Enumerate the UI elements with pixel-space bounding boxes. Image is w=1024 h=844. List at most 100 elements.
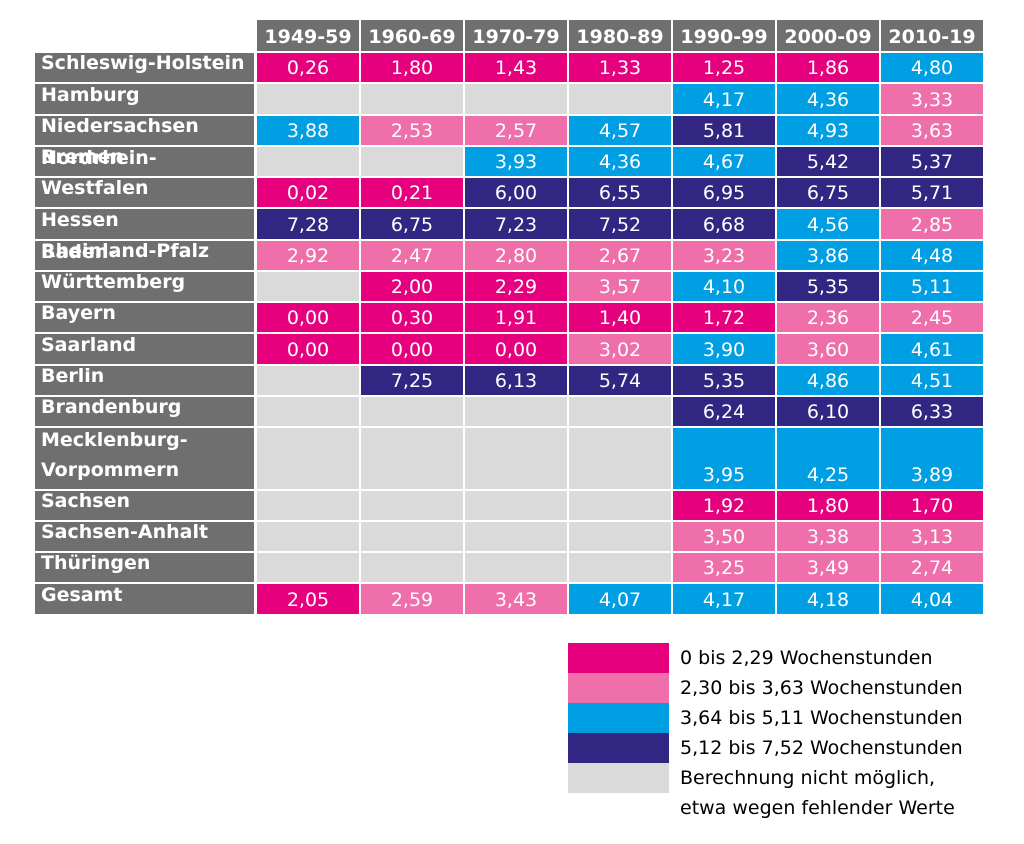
heatmap-cell <box>569 490 671 520</box>
row-label-text: Rheinland-Pfalz <box>41 239 210 262</box>
heatmap-cell: 3,13 <box>881 521 983 551</box>
heatmap-cell: 3,86 <box>777 240 879 270</box>
heatmap-cell: 1,70 <box>881 490 983 520</box>
heatmap-cell <box>257 553 359 583</box>
heatmap-cell: 2,05 <box>257 584 359 614</box>
heatmap-cell: 4,17 <box>673 84 775 114</box>
heatmap-cell <box>569 521 671 551</box>
heatmap-cell: 1,40 <box>569 303 671 333</box>
heatmap-cell: 4,04 <box>881 584 983 614</box>
row-label: Mecklenburg- Vorpommern <box>35 428 254 489</box>
row-label-text: Bremen <box>41 146 124 168</box>
heatmap-cell: 4,17 <box>673 584 775 614</box>
heatmap-cell: 1,92 <box>673 490 775 520</box>
heatmap-cell <box>257 490 359 520</box>
heatmap-cell <box>257 365 359 395</box>
heatmap-cell: 3,95 <box>673 428 775 489</box>
heatmap-cell: 4,36 <box>569 146 671 176</box>
legend-swatch <box>568 763 669 793</box>
heatmap-cell: 2,85 <box>881 209 983 239</box>
heatmap-cell: 2,92 <box>257 240 359 270</box>
heatmap-cell: 6,55 <box>569 178 671 208</box>
heatmap-cell: 0,26 <box>257 53 359 83</box>
legend-swatch <box>568 643 669 673</box>
heatmap-cell: 7,52 <box>569 209 671 239</box>
heatmap-cell: 1,80 <box>361 53 463 83</box>
heatmap-cell: 4,57 <box>569 115 671 145</box>
row-label-text: Hamburg <box>41 83 140 106</box>
row-label: Brandenburg <box>35 396 254 426</box>
legend-label: 3,64 bis 5,11 Wochenstunden <box>680 707 963 729</box>
heatmap-cell: 6,24 <box>673 396 775 426</box>
heatmap-cell <box>361 553 463 583</box>
heatmap-cell: 0,00 <box>361 334 463 364</box>
heatmap-cell: 6,75 <box>777 178 879 208</box>
row-label-text: Baden-Württemberg <box>41 241 186 293</box>
heatmap-cell: 2,53 <box>361 115 463 145</box>
heatmap-cell: 3,23 <box>673 240 775 270</box>
heatmap-cell: 2,67 <box>569 240 671 270</box>
row-label-text: Berlin <box>41 364 105 387</box>
row-label-text: Saarland <box>41 333 137 356</box>
heatmap-cell <box>361 396 463 426</box>
heatmap-cell: 7,23 <box>465 209 567 239</box>
heatmap-cell: 4,93 <box>777 115 879 145</box>
heatmap-cell: 0,02 <box>257 178 359 208</box>
column-header: 2000-09 <box>777 20 879 51</box>
heatmap-cell <box>465 521 567 551</box>
row-label-text: Hessen <box>41 208 119 231</box>
row-label-text: Niedersachsen <box>41 114 199 137</box>
heatmap-cell <box>361 84 463 114</box>
heatmap-cell: 2,00 <box>361 271 463 301</box>
heatmap-cell: 0,21 <box>361 178 463 208</box>
heatmap-cell <box>569 428 671 489</box>
row-label: Gesamt <box>35 584 254 614</box>
heatmap-cell: 2,74 <box>881 553 983 583</box>
heatmap-cell: 3,60 <box>777 334 879 364</box>
heatmap-cell: 5,35 <box>673 365 775 395</box>
heatmap-cell: 2,36 <box>777 303 879 333</box>
row-label: Bayern <box>35 302 254 333</box>
heatmap-cell: 4,67 <box>673 146 775 176</box>
column-header: 1990-99 <box>673 20 775 51</box>
legend-swatch <box>568 703 669 733</box>
heatmap-cell: 7,25 <box>361 365 463 395</box>
heatmap-cell <box>257 428 359 489</box>
row-label: Sachsen-Anhalt <box>35 521 254 551</box>
heatmap-cell: 3,49 <box>777 553 879 583</box>
row-label: Bremen <box>35 146 254 176</box>
heatmap-cell: 3,02 <box>569 334 671 364</box>
heatmap-cell: 1,80 <box>777 490 879 520</box>
column-header: 1970-79 <box>465 20 567 51</box>
heatmap-cell <box>257 396 359 426</box>
heatmap-cell: 4,10 <box>673 271 775 301</box>
heatmap-cell <box>465 396 567 426</box>
heatmap-cell: 4,51 <box>881 365 983 395</box>
row-label: Nordrhein-Westfalen <box>35 147 254 208</box>
row-label: Schleswig-Holstein <box>35 52 254 83</box>
heatmap-cell: 6,68 <box>673 209 775 239</box>
heatmap-cell <box>361 146 463 176</box>
row-label: Thüringen <box>35 552 254 583</box>
heatmap-cell: 4,61 <box>881 334 983 364</box>
heatmap-cell: 4,86 <box>777 365 879 395</box>
heatmap-cell <box>257 271 359 301</box>
heatmap-cell <box>361 490 463 520</box>
legend-swatch <box>568 733 669 763</box>
heatmap-cell: 1,86 <box>777 53 879 83</box>
row-label-text: Mecklenburg- <box>41 428 188 451</box>
row-label-text: Brandenburg <box>41 396 182 418</box>
heatmap-cell: 3,50 <box>673 521 775 551</box>
heatmap-cell: 2,47 <box>361 240 463 270</box>
heatmap-cell: 2,45 <box>881 303 983 333</box>
legend-swatch <box>568 673 669 703</box>
heatmap-cell: 3,38 <box>777 521 879 551</box>
heatmap-cell <box>465 84 567 114</box>
heatmap-cell: 5,11 <box>881 271 983 301</box>
heatmap-cell: 5,71 <box>881 178 983 208</box>
heatmap-cell: 6,13 <box>465 365 567 395</box>
legend-label: 2,30 bis 3,63 Wochenstunden <box>680 677 963 699</box>
heatmap-cell: 3,93 <box>465 146 567 176</box>
heatmap-cell: 3,43 <box>465 584 567 614</box>
heatmap-cell <box>257 146 359 176</box>
